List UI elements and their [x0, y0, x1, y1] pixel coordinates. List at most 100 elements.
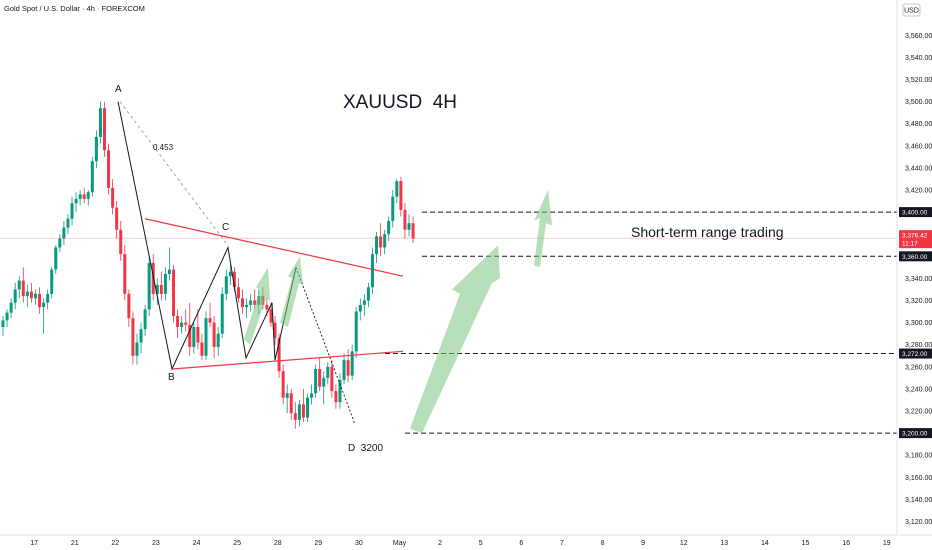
candle-body — [127, 293, 131, 319]
x-tick-label: 30 — [355, 540, 363, 547]
candle-body — [277, 338, 281, 372]
candle — [13, 282, 17, 310]
candle — [354, 307, 358, 358]
abc-wave-lines — [117, 101, 297, 371]
current-price-box — [899, 230, 932, 249]
y-tick-label: 3,160.00 — [905, 475, 932, 482]
candle — [285, 384, 289, 414]
candle — [9, 298, 13, 319]
triangle-lower-line — [171, 350, 404, 370]
y-tick-label: 3,460.00 — [905, 143, 932, 150]
candle-body — [13, 289, 17, 303]
candle — [143, 304, 147, 336]
x-tick-label: 22 — [111, 540, 119, 547]
candles — [1, 101, 415, 429]
candle — [249, 293, 253, 312]
candle-body — [241, 298, 245, 308]
candle-body — [216, 333, 220, 347]
candle-body — [273, 322, 277, 339]
candle — [366, 282, 370, 308]
candle — [70, 196, 74, 226]
candle-body — [342, 360, 346, 381]
candle-body — [54, 247, 58, 270]
candle — [411, 216, 415, 244]
candle-body — [399, 181, 403, 210]
candle — [383, 229, 387, 255]
candle — [127, 289, 131, 328]
candle-body — [139, 329, 143, 343]
candle-body — [17, 280, 21, 290]
candle — [123, 245, 127, 301]
candle — [399, 176, 403, 217]
y-tick-label: 3,240.00 — [905, 386, 932, 393]
candle-body — [395, 181, 399, 197]
x-tick-label: May — [393, 540, 407, 547]
time-axis[interactable]: 17 21 22 23 24 25 28 29 30 May 2 5 6 7 8 9 12 13 14 15 16 19 — [30, 540, 890, 547]
x-tick-label: 29 — [314, 540, 322, 547]
candle-body — [192, 327, 196, 347]
x-tick-label: 16 — [842, 540, 850, 547]
candle — [236, 278, 240, 303]
candle-body — [391, 196, 395, 221]
candle — [208, 302, 212, 328]
candle — [188, 302, 192, 356]
candle — [74, 192, 78, 213]
candle-body — [184, 322, 188, 325]
candle-body — [301, 404, 305, 418]
candle — [326, 362, 330, 385]
x-tick-label: 21 — [71, 540, 79, 547]
x-tick-label: 5 — [479, 540, 483, 547]
candle-body — [176, 315, 180, 328]
candle-body — [318, 369, 322, 387]
candle-body — [38, 293, 42, 308]
y-tick-label: 3,180.00 — [905, 453, 932, 460]
candle — [212, 315, 216, 358]
price-scale[interactable]: 3,560.00 3,540.00 3,520.00 3,500.00 3,480.00… — [899, 33, 932, 526]
candle — [163, 267, 167, 301]
x-tick-label: 8 — [601, 540, 605, 547]
level-price-tag: 3,200.00 — [899, 428, 932, 439]
y-tick-label: 3,520.00 — [905, 77, 932, 84]
x-tick-label: 17 — [30, 540, 38, 547]
candle-body — [78, 194, 82, 199]
candle-body — [383, 234, 387, 248]
candle — [78, 190, 82, 206]
candle-body — [358, 304, 362, 312]
candle — [21, 267, 25, 303]
x-tick-label: 15 — [802, 540, 810, 547]
candle-body — [200, 342, 204, 356]
candle — [98, 101, 102, 144]
symbol-title: Gold Spot / U.S. Dollar · 4h · FOREXCOM — [4, 4, 145, 13]
candle-body — [407, 223, 411, 230]
x-tick-label: 9 — [641, 540, 645, 547]
level-price-tag: 3,400.00 — [899, 207, 932, 218]
candle-body — [155, 285, 159, 294]
currency-box[interactable] — [902, 3, 921, 17]
candle-body — [90, 161, 94, 193]
chart-title: XAUUSD 4H — [343, 92, 457, 113]
candle-body — [111, 187, 115, 208]
candle-body — [172, 269, 176, 316]
candle-body — [370, 254, 374, 288]
wave-label-a: A — [115, 84, 122, 95]
y-tick-label: 3,140.00 — [905, 497, 932, 504]
candle — [90, 156, 94, 197]
candle — [330, 360, 334, 398]
candle-body — [46, 293, 50, 303]
x-tick-label: 24 — [193, 540, 201, 547]
candle — [159, 271, 163, 301]
candle-body — [123, 254, 127, 294]
triangle-upper-line — [144, 218, 404, 277]
candle-body — [253, 300, 257, 305]
level-tag-text: 3,400.00 — [902, 210, 928, 217]
candle-body — [265, 304, 269, 310]
candle — [289, 388, 293, 420]
candle-body — [135, 342, 139, 356]
candle — [216, 327, 220, 356]
candle — [220, 287, 224, 339]
candle — [176, 309, 180, 339]
candle — [66, 214, 70, 235]
x-tick-label: 7 — [560, 540, 564, 547]
green-arrow-main — [410, 245, 500, 434]
